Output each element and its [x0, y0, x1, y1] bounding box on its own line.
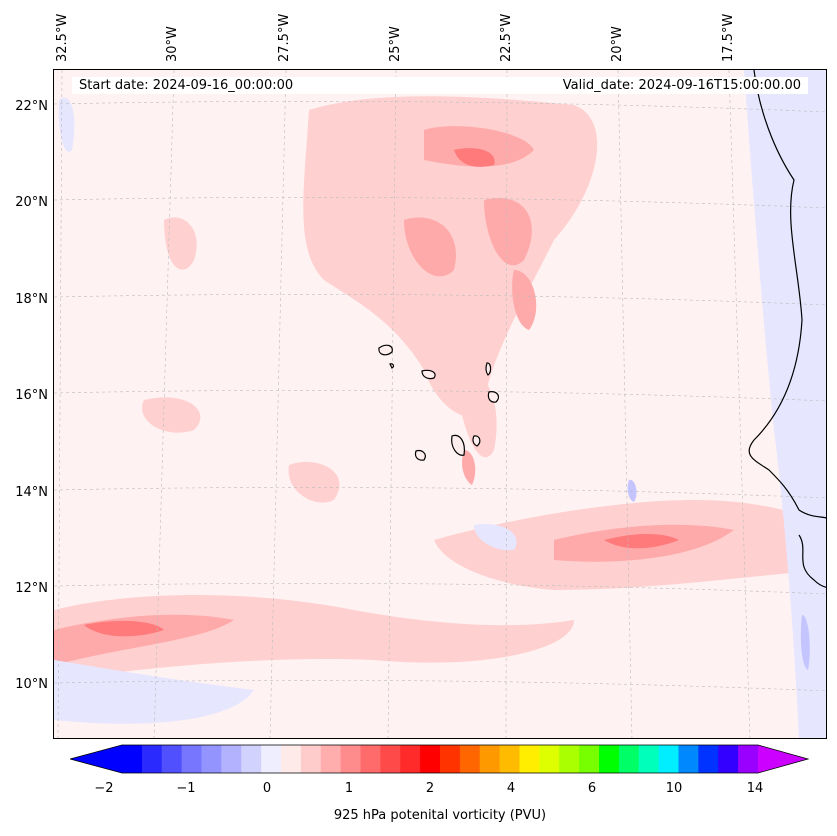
colorbar-swatch	[380, 745, 401, 773]
colorbar-swatch	[300, 745, 322, 773]
coastlines	[748, 70, 826, 588]
colorbar-swatch	[618, 745, 640, 773]
colorbar-swatch	[400, 745, 421, 773]
colorbar-swatch	[678, 745, 699, 773]
latitude-label: 18°N	[15, 292, 48, 307]
lat-lon-gridlines	[54, 70, 826, 738]
colorbar-swatch	[281, 745, 302, 773]
colorbar-swatch	[599, 745, 620, 773]
colorbar-swatch	[479, 745, 501, 773]
colorbar-swatch	[559, 745, 580, 773]
colorbar-tick-label: 1	[344, 781, 354, 796]
valid-date-label: Valid_date: 2024-09-16T15:00:00.00	[562, 78, 801, 93]
pv-strong-pink-regions	[84, 148, 679, 637]
colorbar-swatch	[738, 745, 759, 773]
colorbar-swatch	[122, 745, 143, 773]
cape-verde-islands	[378, 344, 500, 461]
colorbar-swatch	[539, 745, 560, 773]
longitude-label: 25°W	[388, 26, 403, 62]
longitude-label: 27.5°W	[277, 13, 292, 62]
date-info-bar	[72, 77, 808, 94]
colorbar-swatch	[320, 745, 342, 773]
latitude-label: 16°N	[15, 388, 48, 403]
longitude-label: 17.5°W	[721, 13, 736, 62]
colorbar-tick-label: 4	[506, 781, 516, 796]
longitude-label: 30°W	[165, 26, 180, 62]
colorbar-tick-label: 0	[262, 781, 272, 796]
colorbar-tick-label: 6	[587, 781, 597, 796]
colorbar-swatch	[440, 745, 461, 773]
colorbar-swatch	[718, 745, 739, 773]
map-panel	[53, 69, 827, 739]
colorbar-tick-label: −1	[176, 781, 196, 796]
colorbar-swatch	[698, 745, 719, 773]
pv-light-pink-regions	[54, 96, 826, 680]
colorbar-min-extend	[70, 745, 122, 773]
colorbar-outline	[70, 744, 810, 774]
latitude-label: 22°N	[15, 99, 48, 114]
colorbar-swatch	[201, 745, 222, 773]
longitude-label: 32.5°W	[55, 13, 70, 62]
colorbar-swatch	[499, 745, 520, 773]
colorbar-swatch	[360, 745, 381, 773]
colorbar-swatch	[161, 745, 183, 773]
colorbar-swatch	[579, 745, 600, 773]
colorbar-tick-label: 2	[425, 781, 435, 796]
colorbar-tick-label: −2	[94, 781, 114, 796]
colorbar-swatch	[261, 745, 282, 773]
latitude-label: 14°N	[15, 485, 48, 500]
colorbar-label: 925 hPa potenital vorticity (PVU)	[333, 808, 547, 823]
colorbar-swatch	[519, 745, 540, 773]
latitude-label: 12°N	[15, 581, 48, 596]
longitude-label: 22.5°W	[499, 13, 514, 62]
pv-medium-blue-regions	[627, 479, 810, 670]
colorbar-swatch	[241, 745, 262, 773]
colorbar-tick-label: 10	[665, 781, 683, 796]
colorbar-swatch	[459, 745, 481, 773]
colorbar	[70, 744, 810, 774]
pv-contour-map	[54, 70, 826, 738]
colorbar-swatch	[420, 745, 441, 773]
colorbar-swatch	[658, 745, 679, 773]
latitude-label: 10°N	[15, 677, 48, 692]
longitude-label: 20°W	[610, 26, 625, 62]
colorbar-swatch	[181, 745, 202, 773]
latitude-label: 20°N	[15, 195, 48, 210]
start-date-label: Start date: 2024-09-16_00:00:00	[79, 78, 294, 93]
colorbar-swatch	[340, 745, 361, 773]
colorbar-swatch	[638, 745, 660, 773]
colorbar-max-extend	[758, 745, 808, 773]
colorbar-tick-label: 14	[746, 781, 764, 796]
colorbar-swatch	[141, 745, 163, 773]
colorbar-swatch	[221, 745, 242, 773]
